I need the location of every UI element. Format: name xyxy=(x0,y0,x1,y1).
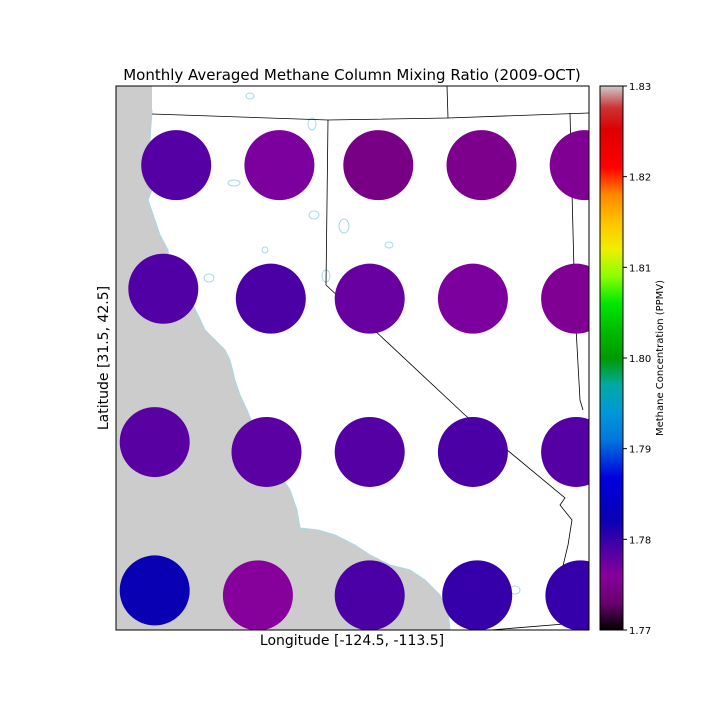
colorbar-label: Methane Concentration (PPMV) xyxy=(655,280,666,436)
ocean-region xyxy=(116,86,450,630)
colorbar-tick-label-2: 1.78 xyxy=(629,535,651,546)
colorbar-tick-label-1: 1.77 xyxy=(629,626,651,637)
data-point-7 xyxy=(235,263,306,334)
colorbar-tick-label-7: 1.83 xyxy=(629,82,651,93)
data-point-18 xyxy=(334,560,405,630)
data-point-10 xyxy=(541,263,589,334)
coastline xyxy=(147,109,451,630)
data-point-1 xyxy=(141,130,212,201)
y-axis-label: Latitude [31.5, 42.5] xyxy=(96,286,112,430)
colorbar-tick-label-5: 1.81 xyxy=(629,263,651,274)
data-point-13 xyxy=(334,416,405,487)
chart-title: Monthly Averaged Methane Column Mixing R… xyxy=(123,66,581,84)
data-point-4 xyxy=(446,130,517,201)
data-point-11 xyxy=(119,407,190,478)
map-frame xyxy=(115,85,590,631)
x-axis-label: Longitude [-124.5, -113.5] xyxy=(260,633,444,649)
data-point-8 xyxy=(334,263,405,334)
data-point-9 xyxy=(437,263,508,334)
data-point-14 xyxy=(437,416,508,487)
data-point-5 xyxy=(549,130,589,201)
map-area xyxy=(116,86,589,630)
data-point-20 xyxy=(545,560,589,630)
data-point-16 xyxy=(119,555,190,626)
data-points xyxy=(119,130,589,630)
data-point-12 xyxy=(231,416,302,487)
data-point-19 xyxy=(442,560,513,630)
data-point-15 xyxy=(541,416,589,487)
data-point-2 xyxy=(244,130,315,201)
colorbar-tick-label-3: 1.79 xyxy=(629,445,651,456)
data-point-6 xyxy=(128,253,199,324)
data-point-3 xyxy=(343,130,414,201)
colorbar-tick-label-6: 1.82 xyxy=(629,173,651,184)
colorbar-ticks: 1.77 1.78 1.79 1.80 1.81 1.82 1.83 xyxy=(623,82,651,637)
colorbar-tick-label-4: 1.80 xyxy=(629,354,651,365)
colorbar xyxy=(599,85,624,631)
data-point-17 xyxy=(222,560,293,630)
